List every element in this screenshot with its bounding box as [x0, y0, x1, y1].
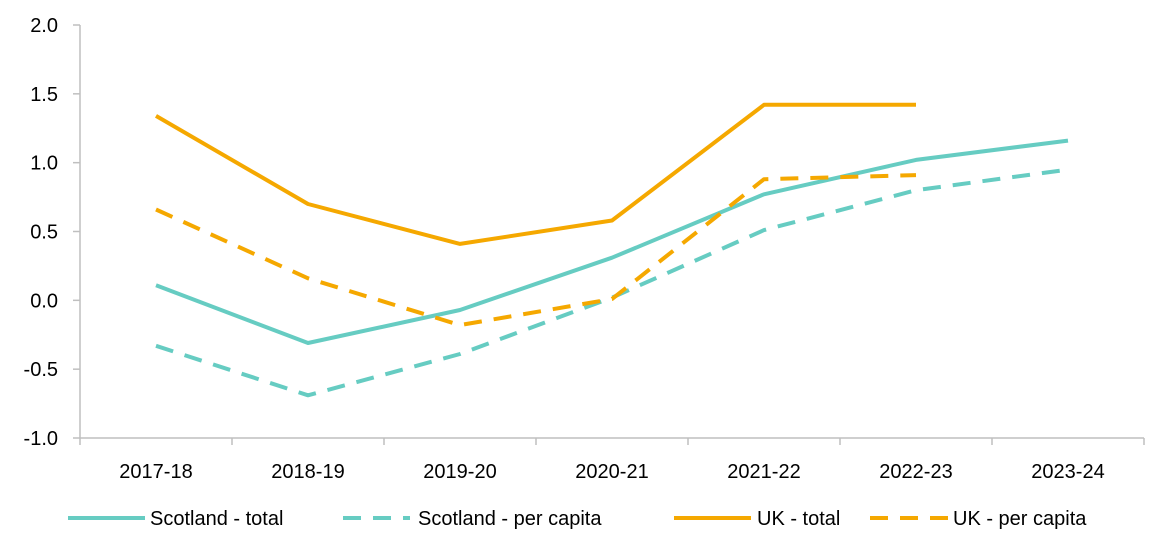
- chart-axes: [73, 24, 1145, 445]
- legend-label: UK - total: [757, 508, 840, 530]
- x-axis-tick-label: 2023-24: [1031, 461, 1104, 483]
- x-axis-tick-label: 2017-18: [119, 461, 192, 483]
- series-lines: [154, 102, 1069, 398]
- x-axis-tick-label: 2022-23: [879, 461, 952, 483]
- y-axis-tick-label: 2.0: [30, 15, 58, 37]
- x-axis-tick-label: 2020-21: [575, 461, 648, 483]
- legend-label: Scotland - per capita: [418, 508, 602, 530]
- series-line-uk-per-capita: [155, 173, 917, 328]
- legend: Scotland - total Scotland - per capita UK …: [68, 508, 1087, 530]
- y-axis-tick-label: -0.5: [24, 359, 58, 381]
- series-line-scotland-per-capita: [155, 167, 1069, 398]
- y-axis-tick-label: -1.0: [24, 428, 58, 450]
- y-axis-tick-labels: 2.0 1.5 1.0 0.5 0.0 -0.5 -1.0: [24, 15, 58, 450]
- series-line-scotland-total: [155, 138, 1069, 345]
- y-axis-tick-label: 1.5: [30, 84, 58, 106]
- x-axis-tick-label: 2018-19: [271, 461, 344, 483]
- legend-label: UK - per capita: [953, 508, 1087, 530]
- x-axis-tick-labels: 2017-18 2018-19 2019-20 2020-21 2021-22 2022-…: [119, 461, 1104, 483]
- series-line-uk-total: [154, 102, 916, 246]
- y-axis-tick-label: 0.0: [30, 290, 58, 312]
- y-axis-tick-label: 0.5: [30, 222, 58, 244]
- legend-label: Scotland - total: [150, 508, 283, 530]
- x-axis-tick-label: 2019-20: [423, 461, 496, 483]
- y-axis-tick-label: 1.0: [30, 153, 58, 175]
- x-axis-tick-label: 2021-22: [727, 461, 800, 483]
